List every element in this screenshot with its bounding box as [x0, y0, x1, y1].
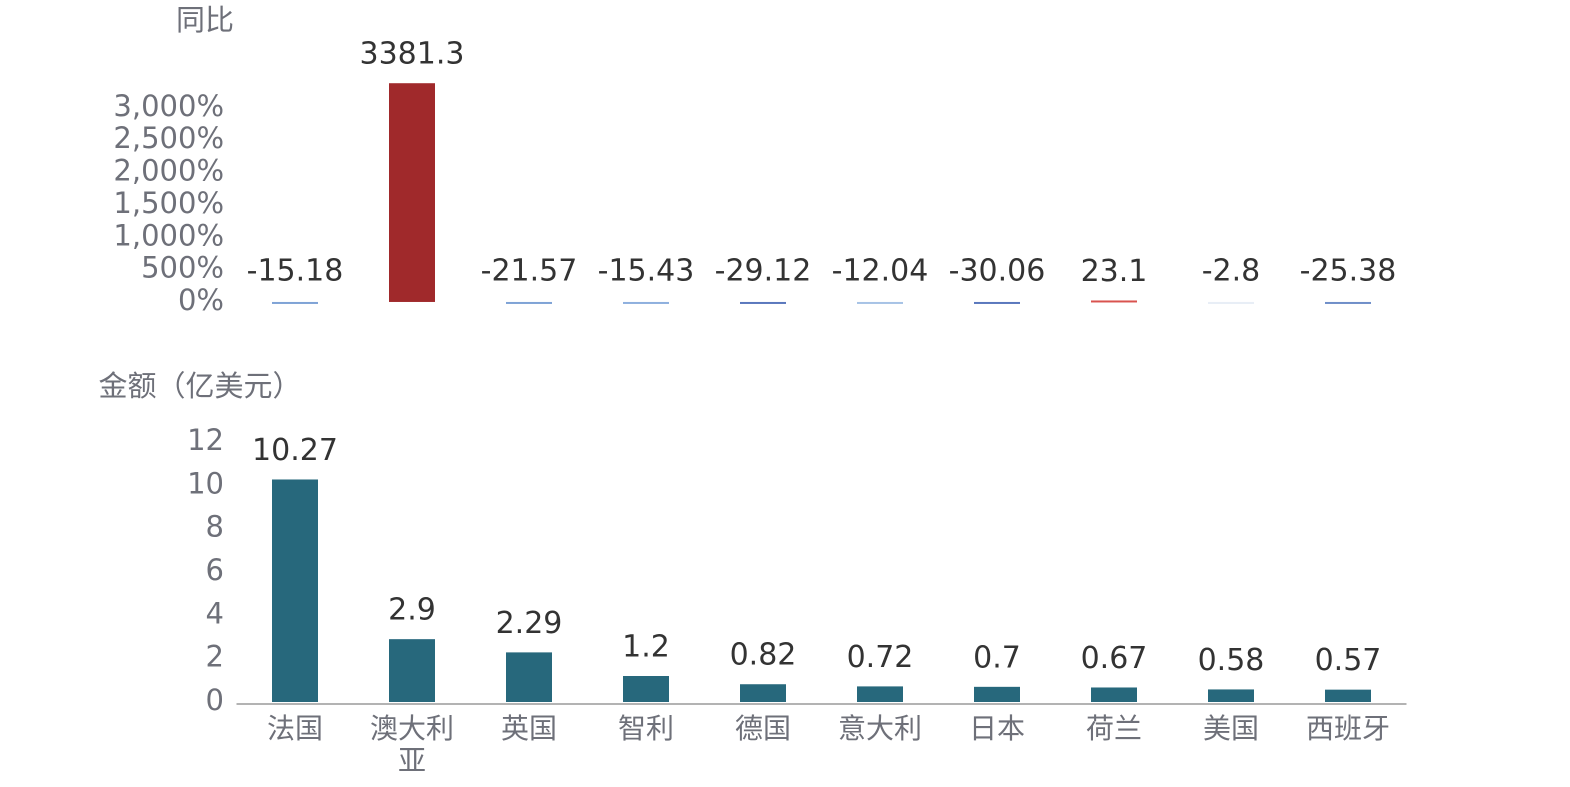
value-label: 1.2: [622, 630, 670, 665]
bar: [857, 301, 903, 304]
value-label: 0.57: [1315, 643, 1382, 678]
x-tick-label: 智利: [618, 712, 674, 745]
y-tick-label: 4: [206, 596, 224, 630]
y-tick-label: 2,500%: [113, 121, 224, 155]
bar: [740, 684, 786, 702]
bar: [272, 301, 318, 304]
bar: [1325, 689, 1371, 702]
bar: [389, 83, 435, 302]
value-label: -15.18: [247, 253, 344, 288]
x-tick-label: 西班牙: [1306, 712, 1390, 745]
value-label: 0.72: [847, 640, 914, 675]
x-tick-label: 意大利: [838, 712, 922, 745]
bar: [389, 639, 435, 702]
bar: [1208, 301, 1254, 304]
value-label: -2.8: [1202, 253, 1261, 288]
y-tick-label: 0: [206, 683, 224, 717]
value-label: 0.67: [1081, 641, 1148, 676]
y-tick-label: 2: [206, 640, 224, 674]
bar: [974, 301, 1020, 304]
x-tick-label: 澳大利亚: [370, 712, 454, 777]
value-label: -12.04: [832, 253, 929, 288]
bar: [1208, 689, 1254, 702]
bar: [272, 479, 318, 702]
value-label: 23.1: [1081, 254, 1148, 289]
y-tick-label: 0%: [178, 283, 224, 317]
x-tick-label: 德国: [735, 712, 791, 745]
bar: [857, 686, 903, 702]
y-tick-label: 500%: [141, 251, 224, 285]
value-label: -15.43: [598, 253, 695, 288]
value-label: 2.9: [388, 593, 436, 628]
bar: [1091, 687, 1137, 702]
bar: [1091, 300, 1137, 303]
bar: [623, 676, 669, 702]
y-tick-label: 3,000%: [113, 89, 224, 123]
y-tick-label: 6: [206, 553, 224, 587]
x-tick-label: 美国: [1203, 712, 1259, 745]
value-label: 2.29: [496, 606, 563, 641]
bar: [506, 652, 552, 702]
x-tick-label: 日本: [969, 712, 1025, 745]
value-label: 0.7: [973, 640, 1021, 675]
y-tick-label: 1,500%: [113, 186, 224, 220]
bar: [506, 301, 552, 304]
y-tick-label: 1,000%: [113, 218, 224, 252]
value-label: -30.06: [949, 253, 1046, 288]
value-label: -29.12: [715, 253, 812, 288]
value-label: 0.58: [1198, 643, 1265, 678]
x-tick-label: 法国: [267, 712, 323, 745]
value-label: 0.82: [730, 638, 797, 673]
chart-title: 同比: [176, 3, 234, 37]
y-tick-label: 8: [206, 510, 224, 544]
value-label: 3381.3: [360, 37, 465, 72]
bar: [1325, 301, 1371, 304]
bar: [623, 301, 669, 304]
value-label: -25.38: [1300, 253, 1397, 288]
value-label: 10.27: [252, 433, 338, 468]
y-tick-label: 10: [187, 466, 224, 500]
y-tick-label: 12: [187, 423, 224, 457]
x-tick-label: 荷兰: [1086, 712, 1142, 745]
y-tick-label: 2,000%: [113, 154, 224, 188]
chart-title: 金额（亿美元）: [98, 369, 301, 403]
value-label: -21.57: [481, 253, 578, 288]
x-tick-label: 英国: [501, 712, 557, 745]
bar: [740, 301, 786, 304]
bar: [974, 686, 1020, 702]
